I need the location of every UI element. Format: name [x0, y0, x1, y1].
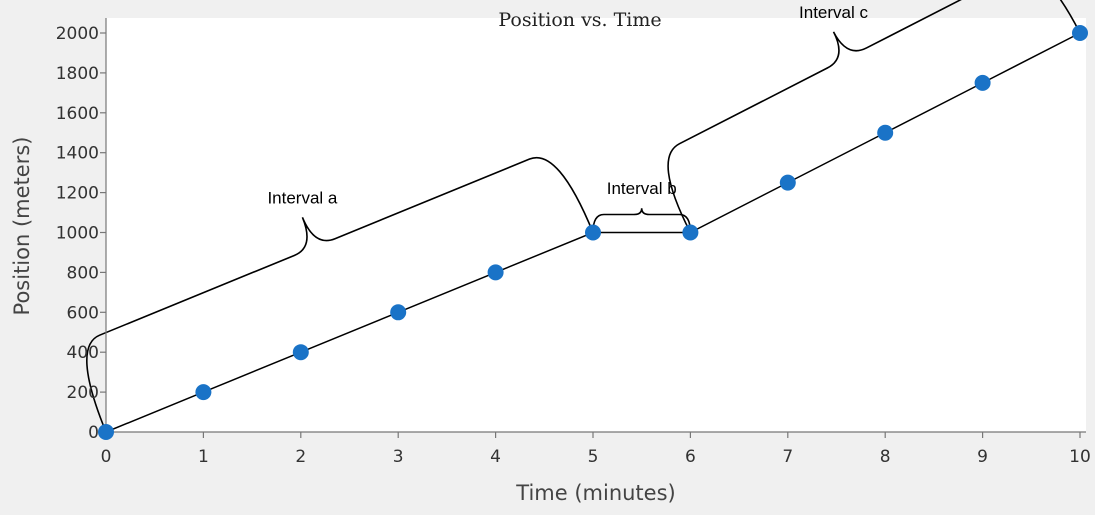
- x-tick-label: 2: [295, 447, 306, 467]
- x-tick-label: 6: [685, 447, 696, 467]
- data-point: [1072, 25, 1088, 41]
- x-tick-label: 1: [198, 447, 209, 467]
- data-point: [682, 224, 699, 241]
- x-tick-label: 10: [1069, 447, 1091, 467]
- data-point: [390, 304, 407, 321]
- y-tick-label: 800: [67, 263, 99, 283]
- data-point: [974, 74, 991, 91]
- interval-label: Interval c: [799, 3, 868, 22]
- data-point: [487, 264, 504, 281]
- x-tick-label: 4: [490, 447, 501, 467]
- plot-area: [106, 18, 1086, 432]
- x-tick-label: 9: [977, 447, 988, 467]
- y-tick-label: 0: [88, 423, 99, 443]
- annotation-labels: Interval a Interval b Interval c: [267, 3, 868, 208]
- data-point: [292, 344, 309, 361]
- y-tick-label: 400: [67, 343, 99, 363]
- data-point: [585, 224, 601, 241]
- y-tick-label: 200: [67, 383, 99, 403]
- interval-label: Interval b: [607, 179, 677, 198]
- interval-bracket: [592, 208, 692, 233]
- data-point: [98, 424, 114, 440]
- y-tick-label: 1400: [56, 144, 99, 164]
- data-point: [877, 124, 894, 141]
- data-point: [779, 174, 796, 191]
- chart-title: Position vs. Time: [498, 9, 661, 31]
- axes: 0 200 400 600 800 1000 1200 1400 1600 1800 2000 0 1 2…: [56, 18, 1091, 467]
- x-tick-label: 5: [588, 447, 599, 467]
- x-axis-title: Time (minutes): [515, 481, 675, 505]
- y-tick-label: 2000: [56, 24, 99, 44]
- interval-label: Interval a: [267, 188, 337, 207]
- y-tick-label: 1800: [56, 64, 99, 84]
- y-axis-title: Position (meters): [10, 137, 34, 316]
- x-tick-label: 8: [880, 447, 891, 467]
- y-tick-label: 600: [67, 303, 99, 323]
- x-tick-label: 7: [782, 447, 793, 467]
- y-tick-label: 1600: [56, 104, 99, 124]
- y-tick-label: 1200: [56, 184, 99, 204]
- y-tick-label: 1000: [56, 224, 99, 244]
- data-points: [98, 25, 1088, 440]
- x-tick-label: 3: [393, 447, 404, 467]
- x-tick-label: 0: [101, 447, 112, 467]
- data-point: [195, 384, 212, 401]
- interval-bracket: [86, 156, 594, 433]
